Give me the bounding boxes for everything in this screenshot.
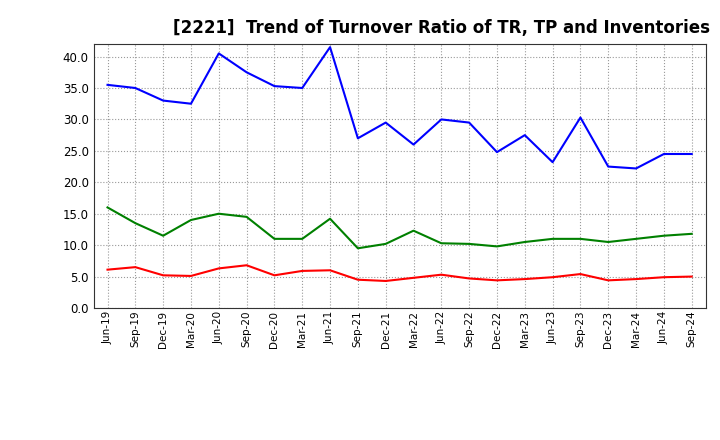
Trade Payables <box>103 82 112 88</box>
Line: Inventories: Inventories <box>107 207 692 248</box>
Inventories <box>354 246 362 251</box>
Trade Receivables <box>631 276 640 282</box>
Inventories <box>159 233 168 238</box>
Trade Receivables <box>604 278 613 283</box>
Inventories <box>382 241 390 246</box>
Inventories <box>103 205 112 210</box>
Trade Payables <box>437 117 446 122</box>
Trade Receivables <box>354 277 362 282</box>
Trade Receivables <box>131 264 140 270</box>
Trade Payables <box>688 151 696 157</box>
Text: [2221]  Trend of Turnover Ratio of TR, TP and Inventories: [2221] Trend of Turnover Ratio of TR, TP… <box>174 19 710 37</box>
Trade Payables <box>521 132 529 138</box>
Trade Payables <box>492 150 501 155</box>
Trade Payables <box>549 160 557 165</box>
Trade Receivables <box>437 272 446 277</box>
Trade Payables <box>215 51 223 56</box>
Trade Receivables <box>549 275 557 280</box>
Trade Payables <box>604 164 613 169</box>
Inventories <box>549 236 557 242</box>
Inventories <box>492 244 501 249</box>
Trade Payables <box>382 120 390 125</box>
Trade Payables <box>270 84 279 89</box>
Trade Payables <box>242 70 251 75</box>
Line: Trade Receivables: Trade Receivables <box>107 265 692 281</box>
Trade Payables <box>131 85 140 91</box>
Trade Receivables <box>521 276 529 282</box>
Inventories <box>409 228 418 233</box>
Trade Payables <box>409 142 418 147</box>
Trade Receivables <box>382 279 390 284</box>
Inventories <box>186 217 195 223</box>
Inventories <box>437 241 446 246</box>
Inventories <box>576 236 585 242</box>
Trade Receivables <box>465 276 474 281</box>
Trade Receivables <box>325 268 334 273</box>
Trade Payables <box>354 136 362 141</box>
Trade Payables <box>325 44 334 50</box>
Inventories <box>325 216 334 221</box>
Inventories <box>521 239 529 245</box>
Trade Receivables <box>270 273 279 278</box>
Inventories <box>270 236 279 242</box>
Trade Receivables <box>492 278 501 283</box>
Trade Receivables <box>215 266 223 271</box>
Inventories <box>631 236 640 242</box>
Inventories <box>215 211 223 216</box>
Trade Receivables <box>688 274 696 279</box>
Trade Payables <box>576 115 585 120</box>
Trade Payables <box>159 98 168 103</box>
Inventories <box>688 231 696 236</box>
Inventories <box>242 214 251 220</box>
Trade Payables <box>298 85 307 91</box>
Inventories <box>465 241 474 246</box>
Line: Trade Payables: Trade Payables <box>107 47 692 169</box>
Trade Receivables <box>576 271 585 277</box>
Inventories <box>660 233 668 238</box>
Trade Payables <box>186 101 195 106</box>
Trade Receivables <box>409 275 418 280</box>
Inventories <box>131 220 140 226</box>
Trade Receivables <box>660 275 668 280</box>
Trade Receivables <box>103 267 112 272</box>
Inventories <box>604 239 613 245</box>
Trade Payables <box>465 120 474 125</box>
Trade Receivables <box>242 263 251 268</box>
Inventories <box>298 236 307 242</box>
Trade Receivables <box>186 273 195 279</box>
Trade Payables <box>660 151 668 157</box>
Trade Receivables <box>159 273 168 278</box>
Trade Receivables <box>298 268 307 274</box>
Trade Payables <box>631 166 640 171</box>
